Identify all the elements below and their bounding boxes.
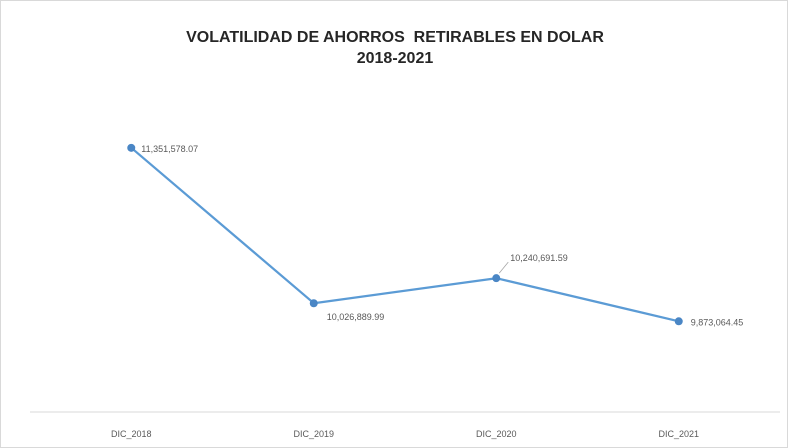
- data-point: [309, 299, 318, 308]
- data-label-leader: [498, 261, 509, 274]
- x-tick-label: DIC_2021: [658, 429, 699, 439]
- data-point: [492, 274, 501, 283]
- data-label: 10,026,889.99: [327, 312, 385, 322]
- data-point: [127, 143, 136, 152]
- data-label: 11,351,578.07: [141, 144, 198, 154]
- data-label: 10,240,691.59: [510, 253, 568, 263]
- data-label: 9,873,064.45: [691, 317, 744, 327]
- data-point: [674, 317, 683, 326]
- chart-title-line-1: VOLATILIDAD DE AHORROS RETIRABLES EN DOL…: [186, 29, 604, 46]
- chart-title: VOLATILIDAD DE AHORROS RETIRABLES EN DOL…: [1, 27, 788, 69]
- series-line: [130, 146, 680, 323]
- x-tick-label: DIC_2018: [111, 429, 152, 439]
- x-tick-label: DIC_2019: [293, 429, 334, 439]
- chart-title-line-2: 2018-2021: [356, 50, 434, 67]
- x-tick-label: DIC_2020: [476, 429, 517, 439]
